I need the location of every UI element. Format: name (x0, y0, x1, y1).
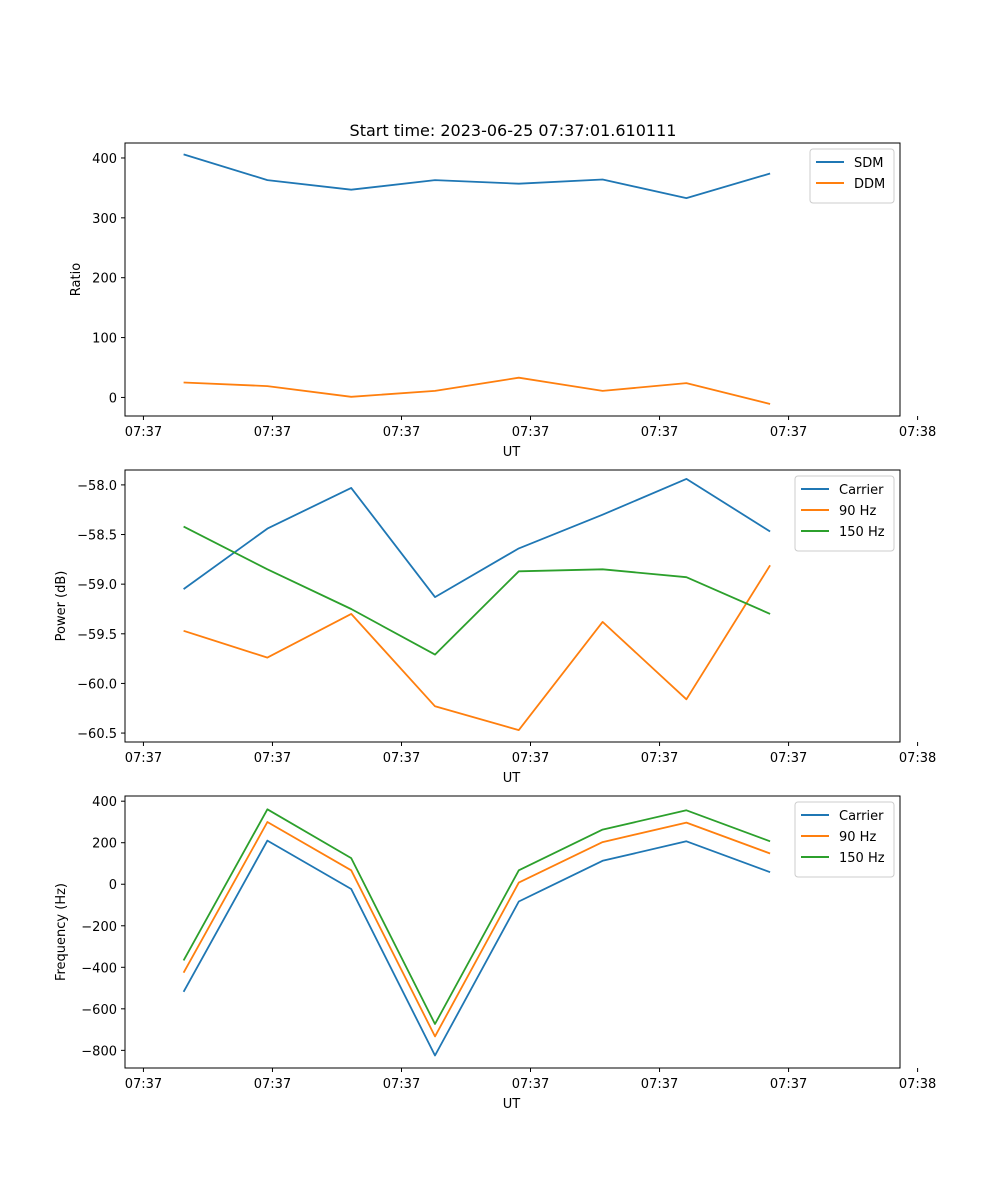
series-line-carrier (183, 477, 771, 598)
plot-area (125, 143, 900, 416)
legend-label: 90 Hz (839, 830, 876, 845)
series-line-ddm (183, 376, 771, 405)
axes-frame (124, 469, 901, 743)
plot-area (125, 470, 900, 742)
x-tick-label: 07:38 (899, 751, 936, 766)
x-axis-label: UT (503, 1097, 521, 1112)
legend-label: 150 Hz (839, 851, 885, 866)
x-tick-label: 07:38 (899, 425, 936, 440)
legend-label: DDM (854, 177, 885, 192)
y-tick-label: 0 (109, 878, 117, 893)
y-tick-label: −59.0 (77, 578, 117, 593)
x-tick-label: 07:37 (125, 425, 162, 440)
y-tick-label: −200 (81, 920, 117, 935)
y-tick-label: −60.5 (77, 727, 117, 742)
legend-box (794, 475, 895, 552)
legend-label: 150 Hz (839, 525, 885, 540)
series-line-150-hz (182, 808, 771, 1025)
x-tick-label: 07:37 (383, 425, 420, 440)
plot-area (125, 796, 900, 1068)
y-tick-label: 100 (92, 332, 117, 347)
middle-panel-power: 07:37 07:37 07:37 07:37 07:37 07:37 07:38 −58.0… (54, 469, 936, 786)
y-tick-label: −400 (81, 961, 117, 976)
y-axis-label: Frequency (Hz) (54, 883, 69, 981)
series-line-carrier (182, 839, 771, 1057)
legend-label: Carrier (839, 483, 884, 498)
x-tick-label: 07:37 (125, 751, 162, 766)
x-tick-label: 07:37 (770, 1077, 807, 1092)
x-tick-label: 07:37 (512, 751, 549, 766)
legend-label: SDM (854, 156, 883, 171)
x-tick-label: 07:37 (641, 751, 678, 766)
x-tick-label: 07:37 (512, 1077, 549, 1092)
y-tick-label: −58.5 (77, 529, 117, 544)
y-tick-label: 0 (109, 391, 117, 406)
x-axis-label: UT (503, 445, 521, 460)
y-tick-label: 300 (92, 212, 117, 227)
x-tick-label: 07:37 (383, 1077, 420, 1092)
series-line-90-hz (183, 564, 771, 731)
x-tick-label: 07:37 (641, 1077, 678, 1092)
y-axis-label: Power (dB) (54, 571, 69, 642)
chart-title: Start time: 2023-06-25 07:37:01.610111 (350, 121, 677, 140)
x-axis-label: UT (503, 771, 521, 786)
y-tick-label: 200 (92, 837, 117, 852)
x-tick-label: 07:37 (125, 1077, 162, 1092)
legend-box (794, 801, 895, 878)
x-tick-label: 07:37 (512, 425, 549, 440)
legend: SDM DDM (809, 148, 895, 204)
y-axis-label: Ratio (69, 263, 84, 296)
x-tick-label: 07:37 (254, 751, 291, 766)
axes-frame (124, 142, 901, 417)
legend: Carrier 90 Hz 150 Hz (794, 475, 895, 552)
x-tick-label: 07:38 (899, 1077, 936, 1092)
legend-label: Carrier (839, 809, 884, 824)
y-tick-label: 400 (92, 795, 117, 810)
x-tick-label: 07:37 (770, 751, 807, 766)
y-tick-label: −58.0 (77, 479, 117, 494)
series-line-sdm (183, 153, 771, 200)
legend-label: 90 Hz (839, 504, 876, 519)
y-tick-label: −59.5 (77, 628, 117, 643)
x-tick-label: 07:37 (641, 425, 678, 440)
y-tick-label: −600 (81, 1003, 117, 1018)
y-tick-label: 400 (92, 152, 117, 167)
x-tick-label: 07:37 (770, 425, 807, 440)
top-panel-ratio: 07:37 07:37 07:37 07:37 07:37 07:37 07:38 0 100 2… (69, 142, 936, 460)
legend: Carrier 90 Hz 150 Hz (794, 801, 895, 878)
series-line-90-hz (182, 821, 771, 1038)
x-tick-label: 07:37 (383, 751, 420, 766)
y-tick-label: 200 (92, 272, 117, 287)
x-tick-label: 07:37 (254, 425, 291, 440)
axes-frame (124, 795, 901, 1069)
y-tick-label: −800 (81, 1044, 117, 1059)
x-tick-label: 07:37 (254, 1077, 291, 1092)
y-tick-label: −60.0 (77, 677, 117, 692)
bottom-panel-frequency: 07:37 07:37 07:37 07:37 07:37 07:37 07:38 400 20… (54, 795, 936, 1112)
series-line-150-hz (183, 525, 771, 656)
